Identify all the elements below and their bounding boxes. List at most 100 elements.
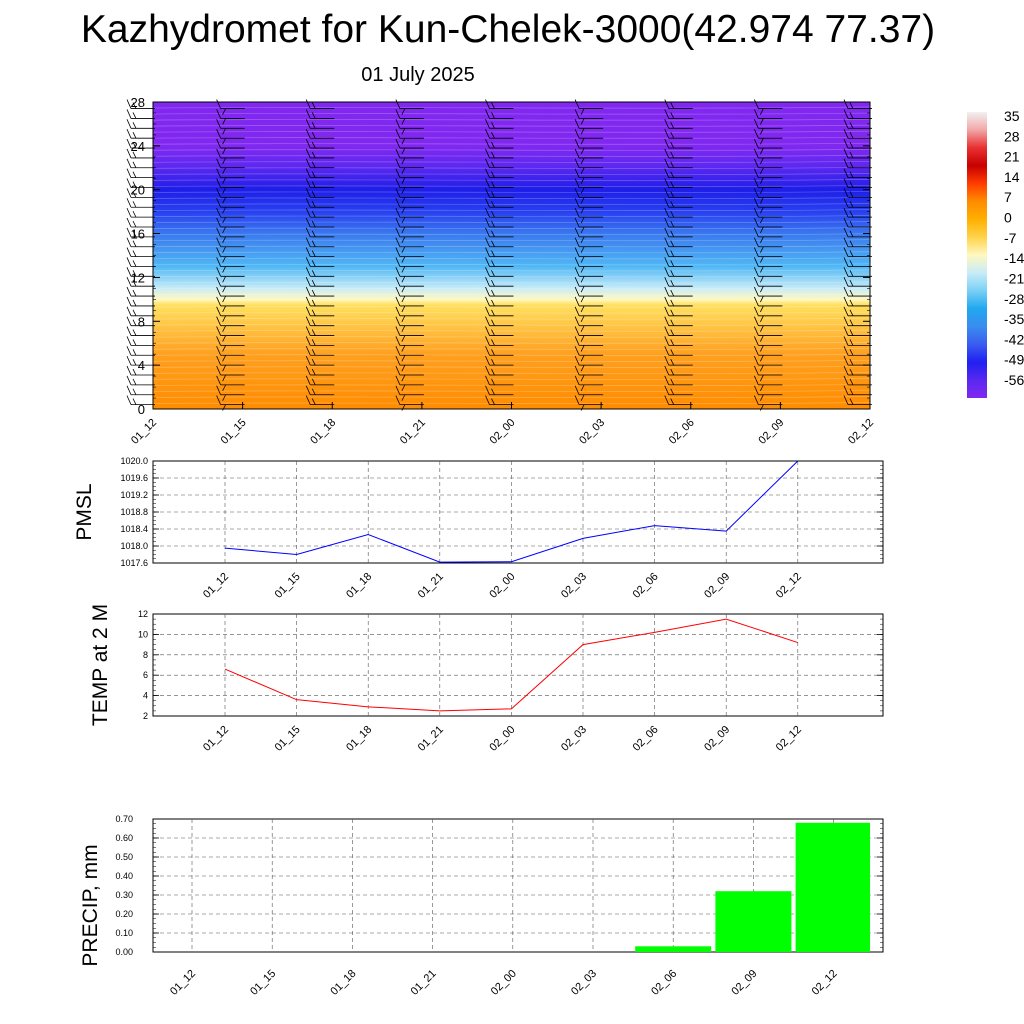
wind-barb-flag [311, 378, 316, 386]
wind-barb-flag [754, 148, 759, 159]
wind-barb-flag [843, 148, 849, 159]
wind-barb-flag [574, 198, 580, 208]
wind-barb-flag [580, 384, 585, 392]
wind-barb-flag [760, 216, 764, 224]
wind-barb-flag [132, 349, 137, 356]
x-tick-label: 02_00 [488, 417, 518, 447]
wind-barb-flag [395, 286, 401, 297]
wind-barb-flag [311, 339, 316, 346]
wind-barb-flag [574, 99, 580, 109]
x-tick-label: 02_03 [559, 724, 589, 754]
wind-barb-flag [843, 168, 849, 178]
wind-barb-flag [132, 388, 137, 395]
wind-barb-flag [216, 109, 221, 119]
wind-barb-flag [401, 266, 406, 273]
wind-barb-flag [222, 177, 226, 184]
wind-barb-flag [574, 119, 580, 129]
wind-barb-flag [574, 306, 580, 316]
wind-barb-flag [401, 384, 406, 392]
wind-barb-flag [216, 375, 221, 386]
wind-barb-flag [664, 99, 670, 109]
wind-barb-flag [849, 299, 854, 307]
wind-barb-flag [491, 358, 495, 366]
wind-barb-flag [222, 226, 226, 234]
wind-barb-flag [670, 122, 675, 129]
wind-barb-flag [311, 299, 316, 307]
colorbar-swatch [967, 112, 987, 398]
wind-barb-flag [670, 339, 675, 346]
wind-barb-flag [126, 375, 132, 386]
wind-barb-flag [311, 151, 316, 159]
y-tick-label: 1018.4 [120, 524, 148, 534]
wind-barb-flag [760, 315, 764, 322]
wind-barb-flag [670, 151, 675, 159]
wind-barb-flag [222, 197, 226, 204]
wind-barb-flag [580, 207, 585, 214]
wind-barb-flag [126, 129, 132, 139]
wind-barb-flag [574, 168, 580, 178]
wind-barb-flag [849, 358, 854, 366]
wind-barb-flag [401, 256, 406, 263]
wind-barb-flag [760, 236, 764, 244]
wind-barb-flag [491, 151, 495, 159]
wind-barb-flag [132, 280, 137, 287]
page-title: Kazhydromet for Kun-Chelek-3000(42.974 7… [80, 8, 936, 51]
wind-barb-flag [395, 217, 401, 228]
wind-barb-flag [664, 148, 670, 159]
wind-barb-flag [216, 395, 221, 405]
wind-barb-flag [670, 398, 675, 405]
wind-barb-flag [664, 336, 670, 346]
wind-barb-flag [132, 368, 137, 376]
contour-line [152, 227, 871, 230]
y-tick-label: 1018.8 [120, 507, 148, 517]
wind-barb-flag [222, 236, 226, 244]
wind-barb-flag [395, 247, 401, 257]
wind-barb-flag [132, 270, 137, 277]
wind-barb-flag [760, 187, 764, 194]
wind-barb-flag [754, 217, 759, 228]
wind-barb-flag [843, 316, 849, 326]
wind-barb-flag [491, 319, 495, 326]
wind-barb-flag [849, 122, 854, 129]
wind-barb-flag [132, 378, 137, 386]
wind-barb-flag [670, 260, 675, 267]
wind-barb-flag [670, 181, 675, 188]
wind-barb-flag [664, 326, 670, 336]
wind-barb-flag [132, 161, 137, 168]
wind-barb-flag [395, 198, 401, 208]
wind-barb-flag [491, 280, 495, 287]
wind-barb-flag [580, 355, 585, 362]
wind-barb-flag [216, 257, 221, 267]
wind-barb-flag [580, 108, 585, 115]
wind-barb-flag [670, 309, 675, 316]
wind-barb-flag [305, 257, 311, 267]
wind-barb-flag [216, 286, 221, 297]
wind-barb-flag [580, 177, 585, 184]
colorbar-label: -14 [1004, 250, 1024, 266]
wind-barb-flag [216, 188, 221, 198]
wind-barb-flag [843, 286, 849, 297]
wind-barb-flag [574, 247, 580, 257]
wind-barb-flag [664, 129, 670, 139]
wind-barb-flag [580, 128, 585, 135]
wind-barb-flag [670, 349, 675, 356]
y-tick-label: 0.60 [115, 833, 133, 843]
wind-barb-flag [132, 220, 137, 228]
wind-barb-flag [216, 316, 221, 326]
wind-barb-flag [574, 286, 580, 297]
wind-barb-flag [401, 147, 406, 155]
wind-barb-flag [754, 257, 759, 267]
wind-barb-flag [401, 305, 406, 313]
contour-line [152, 335, 871, 338]
wind-barb-flag [222, 128, 226, 135]
wind-barb-flag [580, 256, 585, 263]
wind-barb-flag [216, 178, 221, 188]
wind-barb-flag [491, 112, 495, 119]
wind-barb-flag [849, 349, 854, 356]
wind-barb-flag [395, 277, 401, 287]
contour-line [152, 197, 871, 199]
wind-barb-flag [754, 168, 759, 178]
wind-barb-flag [222, 295, 226, 303]
wind-barb-flag [754, 138, 759, 149]
